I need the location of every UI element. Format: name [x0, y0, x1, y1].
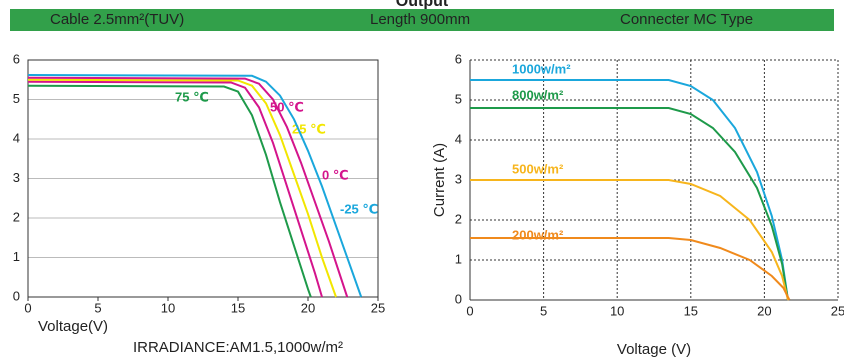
x-tick-label: 0: [24, 300, 31, 315]
x-tick-label: 20: [757, 303, 771, 318]
x-tick-label: 15: [684, 303, 698, 318]
y-tick-label: 4: [455, 131, 462, 146]
x-tick-label: 5: [94, 300, 101, 315]
y-tick-label: 5: [455, 91, 462, 106]
curve-label: 1000w/m²: [512, 61, 571, 76]
y-tick-label: 5: [13, 91, 20, 106]
x-tick-label: 25: [831, 303, 844, 318]
curve: [470, 179, 789, 301]
y-tick-label: 0: [455, 291, 462, 306]
y-tick-label: 3: [13, 170, 20, 185]
curve-label: 800w/m²: [512, 87, 564, 102]
x-tick-label: 25: [371, 300, 385, 315]
x-tick-label: 20: [301, 300, 315, 315]
y-axis-label: Current (A): [431, 143, 448, 217]
x-tick-label: 5: [540, 303, 547, 318]
x-axis-label: Voltage (V): [617, 341, 691, 358]
curve: [470, 79, 789, 301]
curve: [470, 107, 789, 301]
y-tick-label: 6: [455, 51, 462, 66]
curve-label: 25 ℃: [292, 121, 326, 136]
header-bar: [10, 9, 834, 31]
header-item: Length 900mm: [370, 11, 470, 28]
curve-label: 200w/m²: [512, 227, 564, 242]
y-tick-label: 4: [13, 130, 20, 145]
x-tick-label: 0: [466, 303, 473, 318]
curve: [470, 237, 791, 301]
y-tick-label: 2: [13, 209, 20, 224]
curve: [27, 76, 349, 298]
curve-label: 75 ℃: [175, 89, 209, 104]
curve-label: -25 ℃: [340, 201, 378, 216]
curve-label: 500w/m²: [512, 161, 564, 176]
curve: [27, 74, 363, 298]
curve: [27, 78, 337, 298]
header-item: Connecter MC Type: [620, 11, 753, 28]
x-tick-label: 10: [161, 300, 175, 315]
y-tick-label: 1: [13, 249, 20, 264]
curve: [27, 80, 323, 298]
x-tick-label: 10: [610, 303, 624, 318]
y-tick-label: 6: [13, 51, 20, 66]
y-tick-label: 0: [13, 288, 20, 303]
curve-label: 0 ℃: [322, 167, 349, 182]
y-tick-label: 3: [455, 171, 462, 186]
x-tick-label: 15: [231, 300, 245, 315]
chart-caption: IRRADIANCE:AM1.5,1000w/m²: [133, 339, 343, 356]
y-tick-label: 1: [455, 251, 462, 266]
header-item: Cable 2.5mm²(TUV): [50, 11, 184, 28]
plot-frame: [27, 59, 379, 298]
x-axis-label: Voltage(V): [38, 318, 108, 335]
section-title: Output: [396, 0, 449, 10]
y-tick-label: 2: [455, 211, 462, 226]
curve: [27, 84, 312, 298]
